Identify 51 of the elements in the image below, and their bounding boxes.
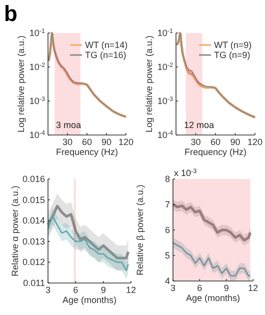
y-tick-label: 0.015 <box>22 194 45 205</box>
y-tick-label: 0.016 <box>22 174 45 184</box>
annotation: 12 moa <box>184 120 214 130</box>
y-tick-label: 10$^{-4}$ <box>157 130 174 140</box>
y-tick-label: 5 <box>164 250 170 260</box>
y-axis-title: Relative β power (a.u.) <box>135 184 145 276</box>
legend-label: TG (n=16) <box>85 50 126 60</box>
x-tick-label: 60 <box>210 137 221 147</box>
legend-label: WT (n=9) <box>214 40 252 50</box>
x-axis-title: Frequency (Hz) <box>184 147 247 157</box>
y-tick-label: 0.014 <box>22 216 45 226</box>
y-tick-label: 0.013 <box>22 236 45 246</box>
x-tick-label: 6 <box>197 283 202 293</box>
y-tick-label: 6 <box>164 225 170 235</box>
x-tick-label: 60 <box>82 137 92 147</box>
y-tick-label: 8 <box>164 174 170 184</box>
y-tick-label: 10$^{-2}$ <box>29 62 46 72</box>
y-axis-title: Log relative power (a.u.) <box>16 35 26 133</box>
y-tick-label: 10$^{-4}$ <box>29 130 46 140</box>
y-tick-label: 0.011 <box>23 278 45 288</box>
x-tick-label: 6 <box>73 285 78 295</box>
x-axis-title: Frequency (Hz) <box>56 147 118 157</box>
x-tick-label: 120 <box>247 137 263 147</box>
y-tick-label: 10$^{-2}$ <box>157 62 174 72</box>
y-axis-title: Relative α power (a.u.) <box>10 186 20 276</box>
x-tick-label: 30 <box>190 137 201 147</box>
y-tick-label: 4 <box>164 276 170 286</box>
y-tick-label: 10$^{-3}$ <box>29 96 46 106</box>
x-tick-label: 30 <box>62 137 73 147</box>
x-tick-label: 3 <box>45 285 51 295</box>
x-axis-title: Age (months) <box>62 295 117 305</box>
x-tick-label: 12 <box>248 283 258 293</box>
x-tick-label: 12 <box>126 285 136 295</box>
x-tick-label: 9 <box>224 283 229 293</box>
y-tick-label: 10$^{-3}$ <box>157 96 174 106</box>
y-tick-label: 0.012 <box>22 257 45 268</box>
text: x 10$^{-3}$ <box>174 168 198 178</box>
y-tick-label: 7 <box>164 200 170 210</box>
y-tick-label: 10$^{-1}$ <box>157 28 174 38</box>
x-tick-label: 9 <box>100 285 106 295</box>
annotation: 3 moa <box>56 120 82 130</box>
legend-label: WT (n=14) <box>85 40 128 50</box>
x-tick-label: 3 <box>170 283 176 293</box>
x-tick-label: 90 <box>101 137 112 147</box>
x-tick-label: 90 <box>230 137 240 147</box>
y-axis-title: Log relative power (a.u.) <box>144 35 154 133</box>
x-tick-label: 120 <box>118 137 134 147</box>
legend-label: TG (n=9) <box>214 50 250 60</box>
x-axis-title: Age (months) <box>186 293 240 303</box>
chart-title: b <box>4 1 18 26</box>
y-tick-label: 10$^{-1}$ <box>29 28 46 38</box>
